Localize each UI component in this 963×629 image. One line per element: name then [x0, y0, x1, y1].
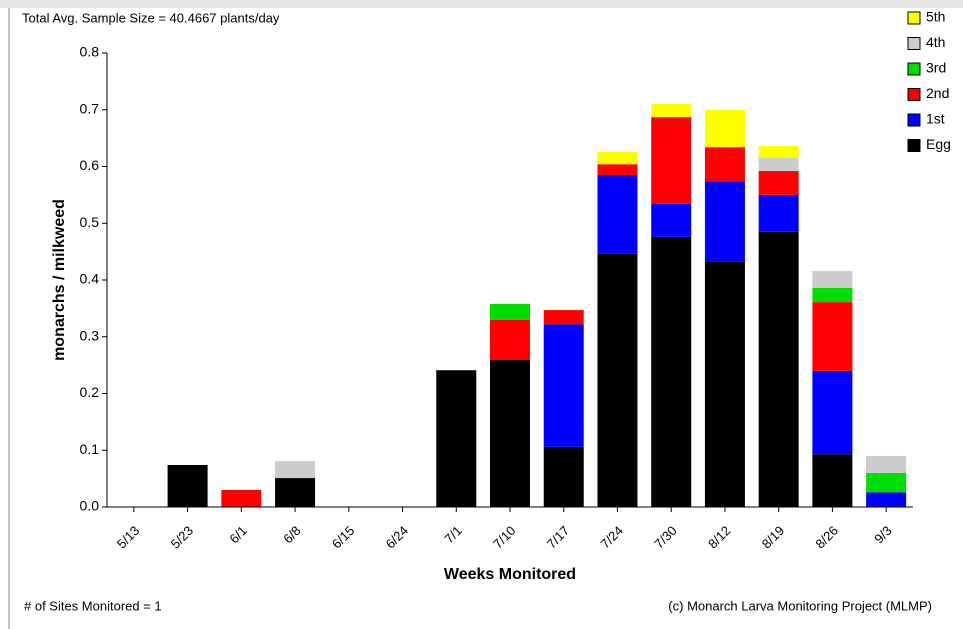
bar-segment [651, 117, 692, 204]
bar-segment [490, 303, 530, 320]
legend-label: 5th [926, 9, 945, 25]
bar-segment [275, 461, 316, 479]
x-tick-label: 5/13 [114, 523, 143, 552]
legend-label: Egg [926, 136, 951, 152]
y-tick-label: 0.1 [80, 441, 100, 457]
note-left: # of Sites Monitored = 1 [24, 598, 162, 613]
y-tick-label: 0.0 [80, 498, 100, 514]
bar-segment [597, 253, 638, 507]
bar-segment [167, 465, 208, 507]
bar-segment [436, 370, 477, 507]
bar-segment [812, 370, 853, 455]
legend-swatch [907, 37, 921, 50]
bar-segment [866, 492, 907, 507]
y-tick-label: 0.7 [80, 100, 100, 116]
note-right: (c) Monarch Larva Monitoring Project (ML… [668, 598, 932, 613]
bar-segment [490, 360, 530, 507]
x-tick-label: 5/23 [168, 523, 197, 552]
bar-segment [866, 472, 907, 493]
x-tick-label: 8/19 [759, 523, 788, 552]
legend-label: 4th [926, 34, 945, 50]
bar-segment [543, 446, 584, 507]
bar-segment [758, 157, 799, 172]
legend-swatch [907, 11, 921, 25]
x-tick-label: 8/26 [812, 523, 841, 552]
y-tick-label: 0.8 [80, 44, 100, 60]
x-tick-label: 7/30 [651, 523, 680, 552]
y-tick-label: 0.4 [80, 271, 100, 287]
bar-segment [812, 287, 853, 303]
y-tick-label: 0.5 [80, 214, 100, 230]
bar-segment [812, 454, 853, 507]
bar-segment [812, 302, 853, 371]
bar-segment [651, 104, 692, 118]
legend-swatch [907, 113, 921, 127]
y-tick-label: 0.2 [80, 384, 100, 400]
x-tick-label: 7/1 [441, 523, 464, 546]
y-tick-label: 0.3 [80, 327, 100, 343]
bar-segment [651, 203, 692, 237]
bar-segment [651, 236, 692, 507]
bar-segment [275, 478, 316, 507]
x-tick-label: 8/12 [705, 523, 734, 552]
bar-segment [866, 455, 907, 473]
legend-label: 2nd [926, 85, 949, 101]
legend-swatch [907, 88, 921, 101]
legend-label: 3rd [926, 60, 946, 76]
x-tick-label: 7/24 [598, 523, 627, 552]
window-bar [0, 0, 963, 8]
x-tick-label: 7/10 [490, 523, 519, 552]
bar-segment [543, 310, 584, 325]
bar-segment [758, 231, 799, 507]
bar-segment [597, 175, 638, 254]
bar-segment [597, 151, 638, 165]
bar-segment [221, 489, 262, 507]
bar-segment [490, 319, 530, 361]
legend-label: 1st [926, 111, 945, 127]
y-axis-label: monarchs / milkweed [51, 199, 68, 361]
bar-segment [543, 324, 584, 447]
bar-segment [704, 109, 745, 148]
bar-segment [758, 194, 799, 232]
x-tick-label: 6/15 [329, 523, 358, 552]
y-tick-label: 0.6 [80, 157, 100, 173]
x-tick-label: 7/17 [544, 523, 573, 552]
bar-segment [758, 146, 799, 158]
bar-segment [704, 261, 745, 507]
legend-swatch [907, 139, 921, 152]
legend-swatch [907, 62, 921, 76]
x-axis-label: Weeks Monitored [444, 566, 576, 583]
bar-segment [704, 147, 745, 182]
bar-segment [758, 171, 799, 195]
x-tick-label: 9/3 [871, 523, 894, 546]
bar-segment [704, 181, 745, 262]
subtitle: Total Avg. Sample Size = 40.4667 plants/… [22, 10, 280, 25]
x-tick-label: 6/1 [226, 523, 249, 546]
bar-segment [812, 270, 853, 288]
bar-segment [597, 164, 638, 176]
x-tick-label: 6/24 [383, 523, 412, 552]
x-tick-label: 6/8 [280, 523, 303, 546]
